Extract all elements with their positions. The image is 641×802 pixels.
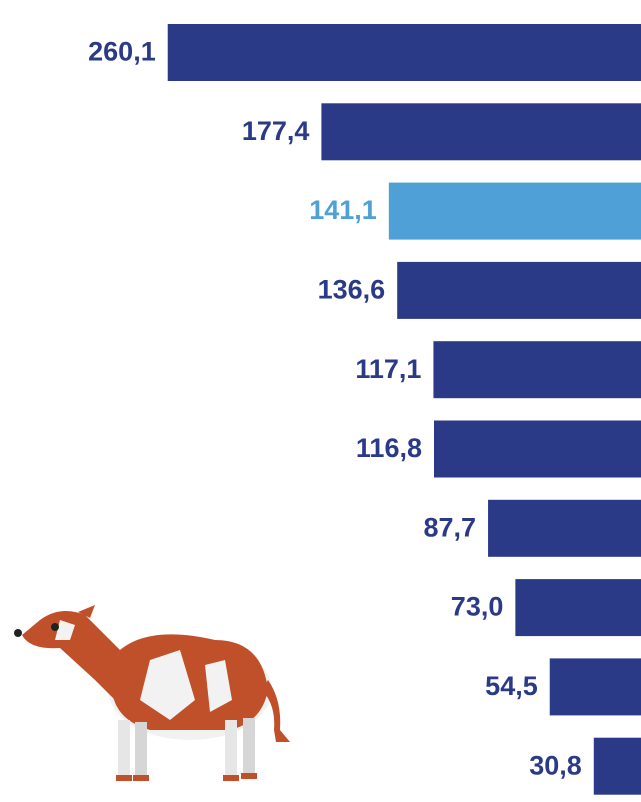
bar [550, 658, 641, 715]
value-label: 73,0 [451, 592, 504, 622]
bar [389, 183, 641, 240]
bar [433, 341, 641, 398]
bar [397, 262, 641, 319]
bar [515, 579, 641, 636]
bar [168, 24, 641, 81]
value-label: 136,6 [318, 275, 386, 305]
value-label: 117,1 [355, 354, 421, 384]
bar [594, 738, 641, 795]
chart: 260,1 177,4 141,1 136,6 117,1 116,8 87,7 73,0 54… [0, 0, 641, 802]
value-label: 141,1 [309, 195, 377, 225]
value-label: 54,5 [485, 671, 538, 701]
value-label: 177,4 [242, 116, 310, 146]
bar [488, 500, 641, 557]
bar [321, 103, 641, 160]
cow-illustration [14, 605, 290, 781]
value-label: 30,8 [529, 750, 582, 780]
bar [434, 421, 641, 478]
value-label: 116,8 [356, 433, 422, 463]
value-label: 260,1 [88, 37, 156, 67]
value-label: 87,7 [423, 512, 476, 542]
